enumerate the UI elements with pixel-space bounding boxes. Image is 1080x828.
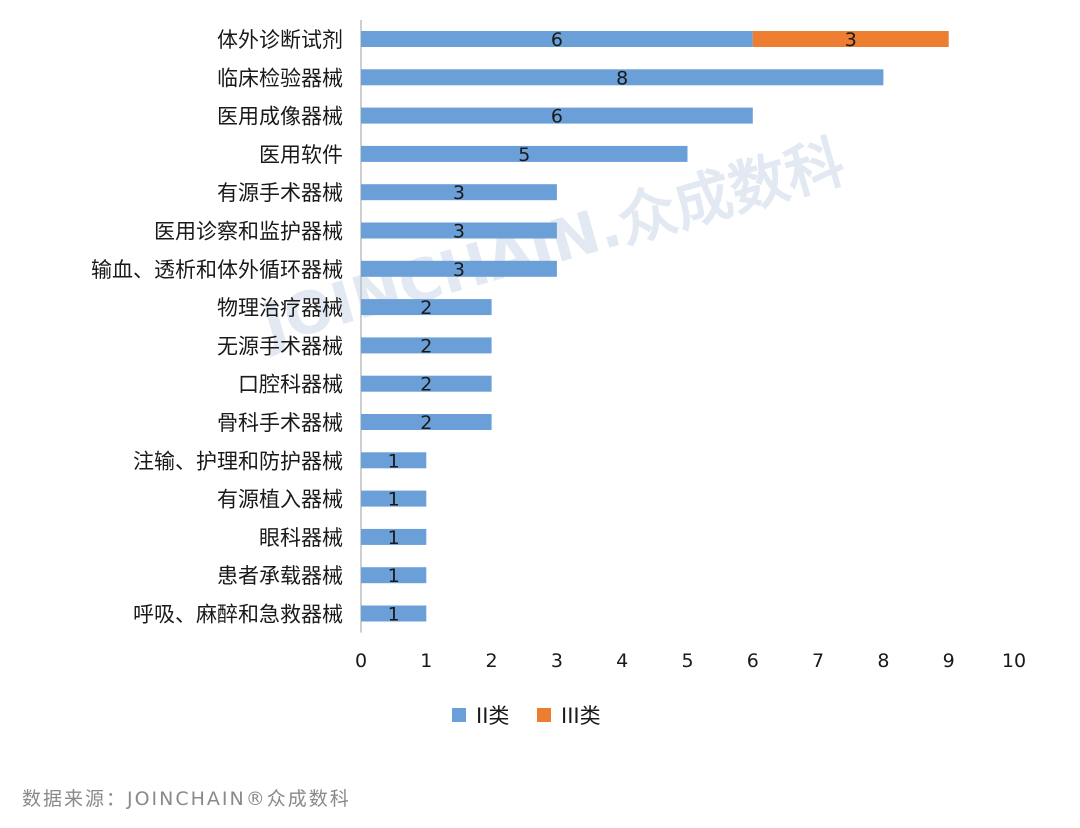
category-label: 临床检验器械: [217, 66, 343, 90]
data-label: 2: [420, 335, 432, 357]
x-tick-label: 6: [747, 650, 759, 672]
legend: II类 III类: [452, 704, 601, 728]
x-tick-label: 0: [355, 650, 367, 672]
category-label: 有源手术器械: [217, 181, 343, 205]
data-label: 3: [453, 182, 465, 204]
bar-class-ii: [361, 528, 427, 545]
data-label: 1: [388, 565, 400, 587]
data-label: 1: [388, 450, 400, 472]
category-label: 有源植入器械: [217, 488, 343, 512]
bar-class-ii: [361, 107, 753, 124]
bar-class-ii: [361, 299, 492, 316]
bar-class-ii: [361, 337, 492, 354]
x-tick-label: 1: [420, 650, 432, 672]
data-label: 5: [518, 144, 530, 166]
category-label: 医用成像器械: [217, 105, 343, 129]
x-tick-label: 9: [943, 650, 955, 672]
data-label: 6: [551, 29, 563, 51]
legend-swatch: [537, 708, 551, 722]
x-axis-ticks: 0 1 2 3 4 5 6 7 8 9 10: [355, 650, 1026, 672]
category-label: 无源手术器械: [217, 334, 343, 358]
bar-class-ii: [361, 490, 427, 507]
category-labels: 体外诊断试剂临床检验器械医用成像器械医用软件有源手术器械医用诊察和监护器械输血、…: [91, 28, 343, 627]
x-tick-label: 3: [551, 650, 563, 672]
x-tick-label: 8: [877, 650, 889, 672]
data-label: 3: [845, 29, 857, 51]
category-label: 体外诊断试剂: [217, 28, 343, 52]
bar-class-iii: [752, 31, 949, 47]
data-label: 8: [616, 67, 628, 89]
category-label: 注输、护理和防护器械: [133, 449, 343, 473]
data-source-note: 数据来源：JOINCHAIN®众成数科: [22, 788, 351, 810]
bar-class-ii: [361, 260, 557, 277]
bar-class-ii: [361, 567, 427, 584]
category-label: 医用软件: [259, 143, 343, 167]
category-label: 呼吸、麻醉和急救器械: [133, 603, 343, 627]
category-label: 眼科器械: [259, 526, 343, 550]
category-label: 医用诊察和监护器械: [154, 220, 343, 244]
data-label: 6: [551, 106, 563, 128]
category-label: 物理治疗器械: [217, 296, 343, 320]
bar-class-ii: [361, 605, 427, 622]
category-label: 输血、透析和体外循环器械: [91, 258, 343, 282]
category-label: 患者承载器械: [217, 564, 343, 588]
data-label: 3: [453, 259, 465, 281]
x-tick-label: 7: [812, 650, 824, 672]
x-tick-label: 2: [486, 650, 498, 672]
x-tick-label: 5: [681, 650, 693, 672]
bar-class-ii: [361, 184, 557, 201]
bar-class-ii: [361, 145, 688, 162]
bar-class-ii: [361, 31, 753, 47]
data-label: 3: [453, 221, 465, 243]
data-label: 2: [420, 412, 432, 434]
legend-label: III类: [561, 704, 601, 728]
category-label: 口腔科器械: [238, 373, 343, 397]
bar-class-ii: [361, 452, 427, 469]
bar-class-ii: [361, 375, 492, 392]
bar-class-ii: [361, 222, 557, 239]
data-label: 1: [388, 489, 400, 511]
legend-swatch: [452, 708, 466, 722]
data-label: 2: [420, 374, 432, 396]
bar-class-ii: [361, 69, 884, 86]
data-label: 2: [420, 297, 432, 319]
category-label: 骨科手术器械: [217, 411, 343, 435]
legend-label: II类: [476, 704, 509, 728]
x-tick-label: 4: [616, 650, 628, 672]
x-tick-label: 10: [1002, 650, 1026, 672]
data-label: 1: [388, 527, 400, 549]
data-label: 1: [388, 604, 400, 626]
bar-class-ii: [361, 414, 492, 430]
